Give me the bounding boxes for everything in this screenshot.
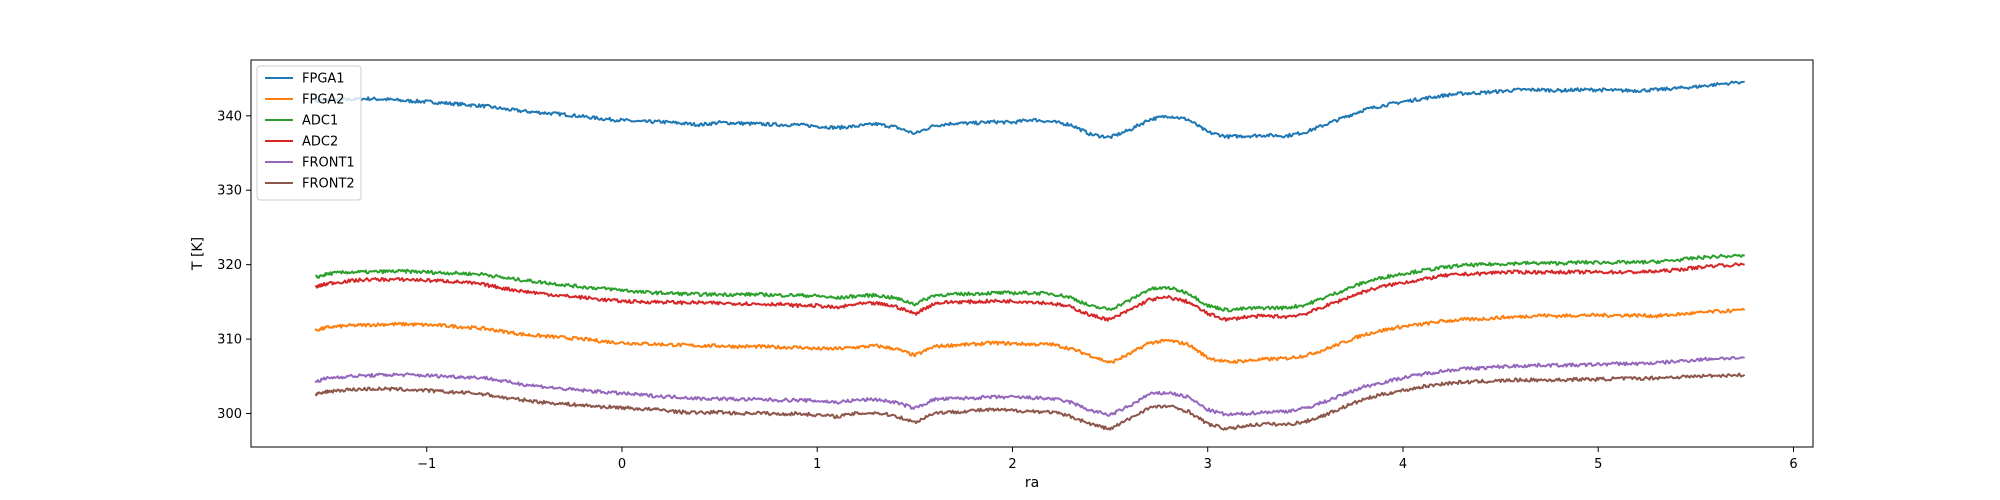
y-tick-label: 340 (217, 109, 242, 124)
legend-label-adc1: ADC1 (302, 114, 338, 129)
x-tick-label: −1 (417, 457, 436, 472)
y-tick-label: 300 (217, 407, 242, 422)
legend: FPGA1 FPGA2 ADC1 ADC2 FRONT1 FRONT2 (256, 65, 362, 201)
legend-label-adc2: ADC2 (302, 135, 338, 150)
y-tick-label: 310 (217, 333, 242, 348)
x-tick-label: 1 (813, 457, 821, 472)
x-tick-label: 4 (1399, 457, 1407, 472)
legend-label-front2: FRONT2 (302, 177, 355, 192)
series-line-fpga1 (314, 80, 1745, 140)
x-tick-label: 2 (1008, 457, 1016, 472)
x-tick-label: 5 (1594, 457, 1602, 472)
x-tick-label: 0 (618, 457, 626, 472)
y-axis-label: T [K] (190, 237, 206, 271)
y-tick-label: 320 (217, 258, 242, 273)
legend-label-front1: FRONT1 (302, 156, 355, 171)
x-tick-label: 3 (1204, 457, 1212, 472)
y-tick-label: 330 (217, 184, 242, 199)
series-line-adc1 (315, 253, 1745, 313)
legend-label-fpga2: FPGA2 (302, 93, 345, 108)
legend-label-fpga1: FPGA1 (302, 72, 345, 87)
plot-frame (250, 59, 1814, 448)
x-axis-label: ra (1025, 475, 1039, 491)
y-axis: 300 310 320 330 340 (217, 109, 251, 422)
x-axis: −1 0 1 2 3 4 5 6 (417, 447, 1798, 472)
series-line-adc2 (314, 262, 1745, 322)
series-layer (314, 80, 1746, 431)
x-tick-label: 6 (1789, 457, 1797, 472)
series-line-front1 (314, 356, 1745, 417)
series-line-front2 (314, 372, 1746, 431)
series-line-fpga2 (314, 307, 1746, 364)
